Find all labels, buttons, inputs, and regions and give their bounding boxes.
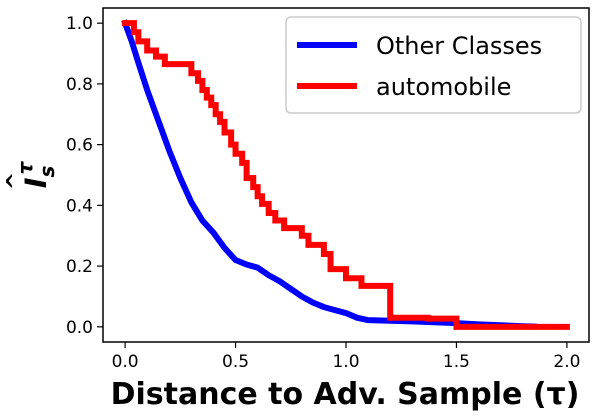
x-axis-ticks: 0.0 0.5 1.0 1.5 2.0: [112, 342, 580, 372]
legend-box: [285, 16, 582, 114]
plot-lines: [121, 19, 570, 330]
y-axis-title-base: I: [19, 177, 53, 188]
x-tick-label: 1.5: [443, 352, 470, 372]
y-tick-label: 1.0: [66, 14, 93, 34]
series-line-automobile: [122, 20, 570, 330]
y-tick-label: 0.2: [66, 257, 93, 277]
y-axis-title-sub: s: [35, 165, 59, 177]
x-tick-label: 2.0: [553, 352, 580, 372]
y-tick-label: 0.0: [66, 318, 93, 338]
legend-label-other-classes: Other Classes: [376, 32, 542, 60]
x-tick-label: 0.5: [222, 352, 249, 372]
y-axis-ticks: 0.0 0.2 0.4 0.6 0.8 1.0: [66, 14, 103, 338]
y-tick-label: 0.6: [66, 136, 93, 156]
y-axis-title-hat: ^: [3, 172, 28, 190]
series-line-other-classes: [121, 19, 537, 330]
legend-label-automobile: automobile: [376, 73, 511, 101]
y-tick-label: 0.8: [66, 75, 93, 95]
x-tick-label: 0.0: [112, 352, 139, 372]
legend: Other Classes automobile: [285, 16, 582, 114]
svg-text:Isτ: Isτ: [13, 161, 59, 189]
y-tick-label: 0.4: [66, 196, 93, 216]
x-axis-title: Distance to Adv. Sample (τ): [111, 377, 580, 412]
y-axis-title: Isτ ^: [3, 161, 59, 191]
x-tick-label: 1.0: [332, 352, 359, 372]
y-axis-title-sup: τ: [13, 161, 37, 175]
